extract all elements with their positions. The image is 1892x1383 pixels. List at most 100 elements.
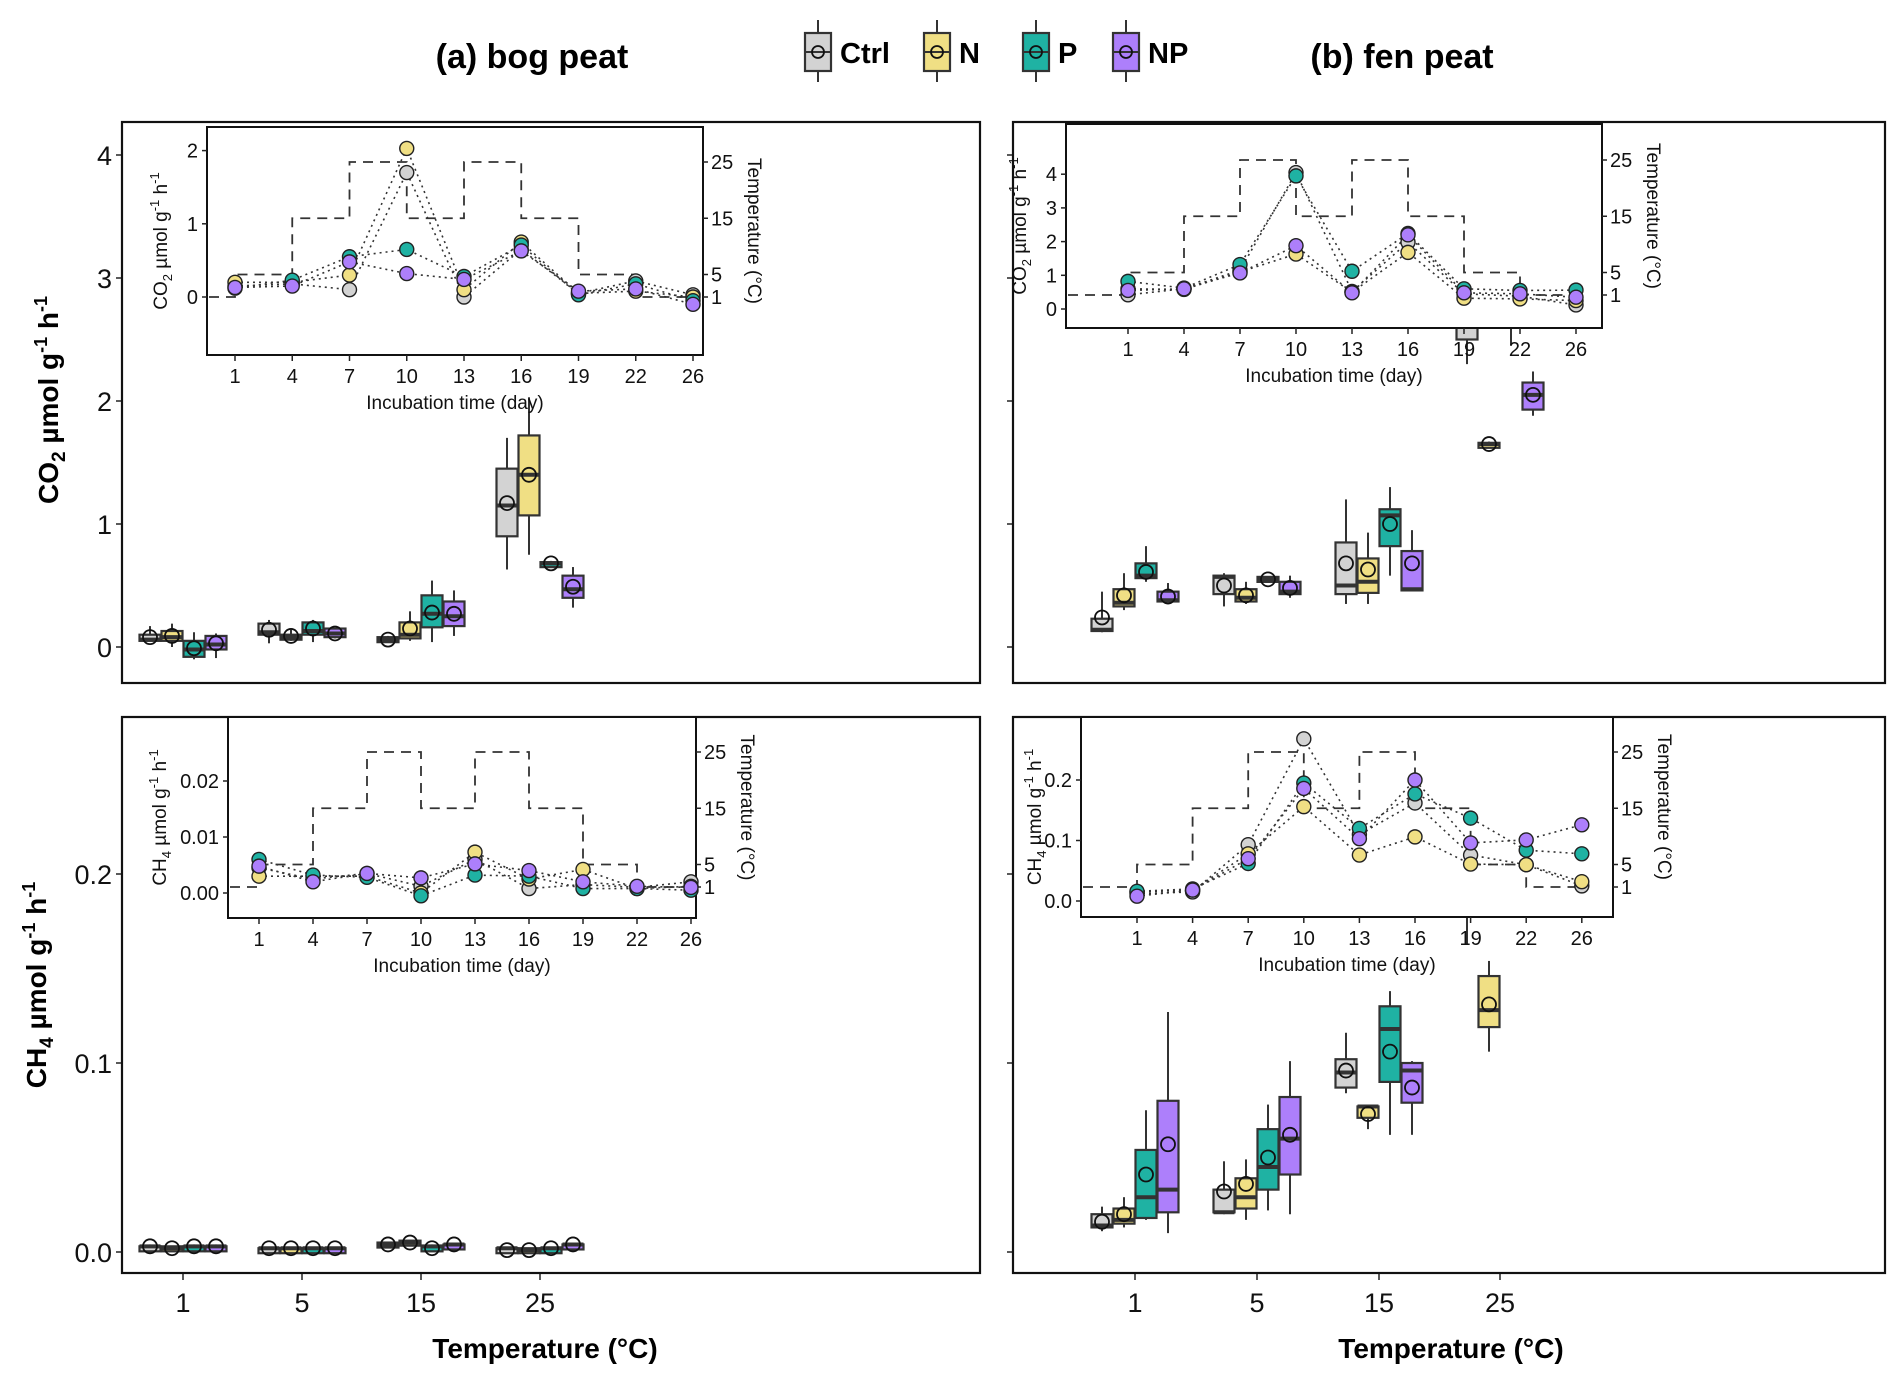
inset-line-n (259, 851, 692, 894)
inset-point-n (1351, 847, 1368, 863)
legend-label: P (1058, 38, 1077, 70)
inset-temp-title: Temperature (°C) (736, 735, 757, 881)
box-p-5 (301, 1240, 325, 1257)
box-mean-marker (565, 578, 581, 595)
inset-x-title: Incubation time (day) (1258, 955, 1435, 976)
temperature-step-line (209, 161, 693, 298)
inset-point-np (1512, 286, 1528, 302)
box-np-1 (1156, 1011, 1180, 1234)
inset-temp-title: Temperature (°C) (1653, 734, 1674, 880)
inset-line-p (1127, 174, 1577, 292)
box-ctrl-15 (1334, 499, 1358, 604)
box-n-1 (1112, 573, 1136, 611)
box-np-15 (442, 1236, 466, 1253)
inset-temp-tick-label: 15 (711, 208, 733, 230)
inset-line-n (235, 146, 694, 298)
box-np-25 (1521, 371, 1545, 416)
inset-frame (1080, 716, 1614, 918)
inset-temp-tick-label: 1 (1621, 877, 1632, 899)
co2-y-axis-title: CO2 µmol g-1 h-1 (31, 296, 70, 504)
inset-line-ctrl (258, 858, 692, 890)
legend-item-p: P (1021, 20, 1077, 82)
inset-temp-tick-label: 5 (711, 265, 722, 287)
box-mean-marker (1260, 571, 1276, 588)
x-tick-label: 1 (1127, 1288, 1142, 1318)
inset-y-title: CO2 µmol g-1 h-1 (147, 172, 175, 309)
box-np-25 (561, 567, 585, 608)
box-mean-marker (1282, 580, 1298, 596)
box-np-15 (442, 590, 466, 636)
inset-point-np (1574, 817, 1590, 833)
box-iqr (1278, 1095, 1302, 1176)
y-tick-label: 0.0 (74, 1238, 112, 1268)
box-ctrl-25 (495, 1242, 519, 1259)
legend: Ctrl N P NP (803, 20, 1188, 82)
box-mean-marker (1282, 1126, 1298, 1143)
box-mean-marker (565, 1236, 581, 1253)
box-n-1 (160, 623, 184, 647)
inset-y-tick-label: 0.1 (1044, 831, 1072, 853)
inset-y-tick-label: 2 (1046, 232, 1057, 254)
inset-point-np (305, 874, 321, 890)
box-mean-marker (499, 495, 515, 511)
box-p-1 (182, 632, 206, 660)
box-mean-marker (424, 1240, 440, 1257)
inset-point-np (1407, 772, 1423, 788)
x-tick-label: 15 (1364, 1288, 1394, 1318)
x-tick-label: 5 (294, 1288, 309, 1318)
box-mean-marker (305, 620, 321, 637)
legend-label: N (959, 38, 980, 70)
inset-point-np (1344, 285, 1360, 301)
inset-point-ctrl (1296, 731, 1312, 747)
inset-x-tick-label: 4 (1187, 928, 1198, 950)
inset-line-np (1136, 778, 1583, 897)
box-mean-marker (1481, 996, 1497, 1013)
box-p-15 (1378, 487, 1402, 576)
box-p-5 (1256, 1104, 1280, 1211)
inset-temp-tick-label: 15 (1621, 798, 1643, 820)
inset-x-tick-label: 16 (518, 929, 540, 951)
box-mean-marker (543, 555, 559, 572)
inset-x-tick-label: 1 (229, 366, 240, 388)
inset-x-tick-label: 4 (1178, 339, 1189, 361)
box-n-15 (398, 611, 422, 641)
inset-point-n (1296, 798, 1312, 815)
inset-x-tick-label: 10 (410, 929, 432, 951)
y-tick-label: 4 (97, 141, 112, 171)
inset-point-np (399, 265, 415, 282)
box-mean-marker (1160, 588, 1176, 605)
inset-x-tick-label: 22 (1515, 928, 1537, 950)
legend-mean-marker (1029, 45, 1043, 59)
legend-item-np: NP (1111, 20, 1188, 82)
box-ctrl-15 (1334, 1032, 1358, 1094)
box-np-5 (323, 625, 347, 642)
inset-frame (206, 126, 704, 356)
box-np-15 (1400, 1061, 1424, 1135)
box-ctrl-5 (1212, 1161, 1236, 1215)
box-mean-marker (1138, 564, 1154, 580)
inset-point-n (1407, 829, 1423, 845)
inset-temp-tick-label: 5 (1621, 855, 1632, 877)
inset-y-tick-label: 2 (187, 141, 198, 163)
box-ctrl-5 (257, 1240, 281, 1257)
inset-point-np (359, 865, 375, 882)
x-axis-title-b: Temperature (°C) (1338, 1333, 1563, 1364)
box-mean-marker (1260, 1149, 1276, 1166)
box-np-1 (204, 1238, 228, 1255)
inset-point-p (413, 888, 429, 904)
box-mean-marker (164, 1240, 180, 1257)
inset-x-tick-label: 26 (682, 366, 704, 388)
inset-y-tick-label: 0.00 (180, 883, 219, 905)
inset-point-np (1456, 285, 1472, 301)
plot-frame (1011, 120, 1887, 685)
inset-y-tick-label: 1 (187, 214, 198, 236)
box-mean-marker (543, 1240, 559, 1257)
box-mean-marker (1382, 1043, 1398, 1060)
y-tick-label: 0.2 (74, 860, 112, 890)
y-tick-label: 2 (97, 387, 112, 417)
inset-point-np (413, 870, 429, 886)
box-mean-marker (1116, 1206, 1132, 1223)
